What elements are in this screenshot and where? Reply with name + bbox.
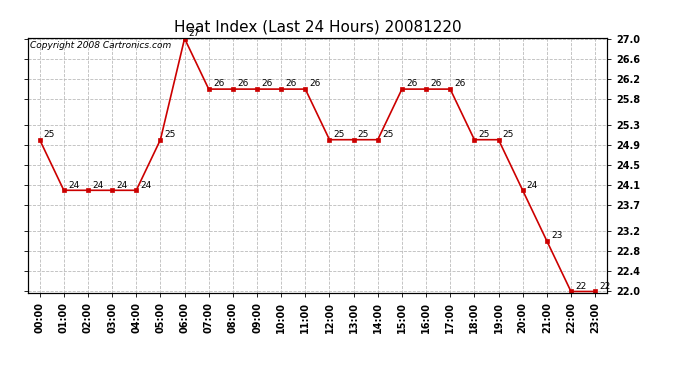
Text: 25: 25 [44, 130, 55, 139]
Text: 24: 24 [141, 180, 152, 189]
Text: 22: 22 [600, 282, 611, 291]
Text: 24: 24 [92, 180, 104, 189]
Text: 25: 25 [479, 130, 490, 139]
Text: 26: 26 [237, 80, 248, 88]
Text: 26: 26 [310, 80, 321, 88]
Text: 22: 22 [575, 282, 586, 291]
Text: 25: 25 [358, 130, 369, 139]
Text: 24: 24 [527, 180, 538, 189]
Text: 26: 26 [262, 80, 273, 88]
Title: Heat Index (Last 24 Hours) 20081220: Heat Index (Last 24 Hours) 20081220 [174, 20, 461, 35]
Text: 25: 25 [382, 130, 393, 139]
Text: 26: 26 [431, 80, 442, 88]
Text: 25: 25 [503, 130, 514, 139]
Text: 27: 27 [189, 29, 200, 38]
Text: Copyright 2008 Cartronics.com: Copyright 2008 Cartronics.com [30, 41, 172, 50]
Text: 26: 26 [455, 80, 466, 88]
Text: 25: 25 [165, 130, 176, 139]
Text: 24: 24 [68, 180, 79, 189]
Text: 26: 26 [213, 80, 224, 88]
Text: 26: 26 [286, 80, 297, 88]
Text: 26: 26 [406, 80, 417, 88]
Text: 25: 25 [334, 130, 345, 139]
Text: 24: 24 [117, 180, 128, 189]
Text: 23: 23 [551, 231, 562, 240]
